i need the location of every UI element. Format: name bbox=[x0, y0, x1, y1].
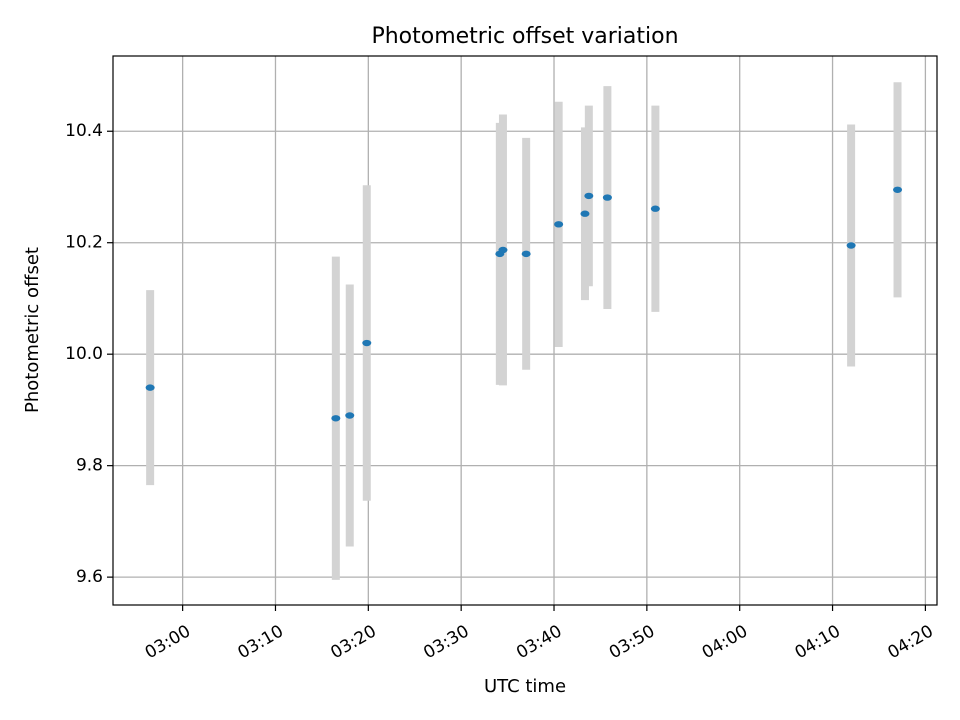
data-point bbox=[846, 242, 856, 249]
data-point bbox=[580, 210, 590, 217]
chart-title: Photometric offset variation bbox=[371, 24, 678, 49]
data-point bbox=[521, 250, 531, 258]
data-point bbox=[331, 415, 341, 422]
data-points bbox=[145, 186, 903, 422]
data-point bbox=[554, 221, 564, 228]
error-bars bbox=[146, 82, 902, 580]
y-tick-label: 10.4 bbox=[65, 121, 103, 141]
x-tick-label: 03:20 bbox=[327, 621, 379, 663]
x-tick-label: 03:50 bbox=[606, 621, 658, 663]
data-point bbox=[650, 205, 660, 212]
data-point bbox=[345, 412, 355, 419]
y-tick-label: 9.6 bbox=[76, 567, 103, 587]
data-point bbox=[362, 339, 372, 347]
y-axis-label: Photometric offset bbox=[22, 247, 43, 413]
x-tick-label: 03:40 bbox=[513, 621, 565, 663]
data-point bbox=[602, 194, 612, 201]
x-tick-label: 04:00 bbox=[699, 621, 751, 663]
x-tick-label: 04:20 bbox=[884, 621, 936, 663]
y-tick-label: 9.8 bbox=[76, 456, 103, 476]
data-point bbox=[584, 192, 594, 200]
x-tick-label: 03:10 bbox=[235, 621, 287, 663]
data-point bbox=[145, 384, 155, 391]
y-tick-label: 10.2 bbox=[65, 233, 103, 253]
data-point bbox=[498, 246, 508, 254]
x-tick-label: 04:10 bbox=[792, 621, 844, 663]
x-tick-label: 03:30 bbox=[420, 621, 472, 663]
x-axis-label: UTC time bbox=[484, 676, 566, 697]
data-point bbox=[893, 186, 903, 193]
plot-frame bbox=[112, 55, 938, 606]
x-tick-label: 03:00 bbox=[142, 621, 194, 663]
y-tick-label: 10.0 bbox=[65, 344, 103, 364]
